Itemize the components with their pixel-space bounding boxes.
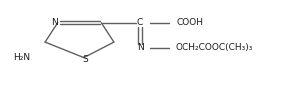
Text: S: S xyxy=(82,55,88,64)
Text: C: C xyxy=(137,18,143,27)
Text: N: N xyxy=(51,18,58,27)
Text: COOH: COOH xyxy=(177,18,204,27)
Text: H₂N: H₂N xyxy=(13,53,30,62)
Text: N: N xyxy=(137,43,143,52)
Text: OCH₂COOC(CH₃)₃: OCH₂COOC(CH₃)₃ xyxy=(176,43,253,52)
